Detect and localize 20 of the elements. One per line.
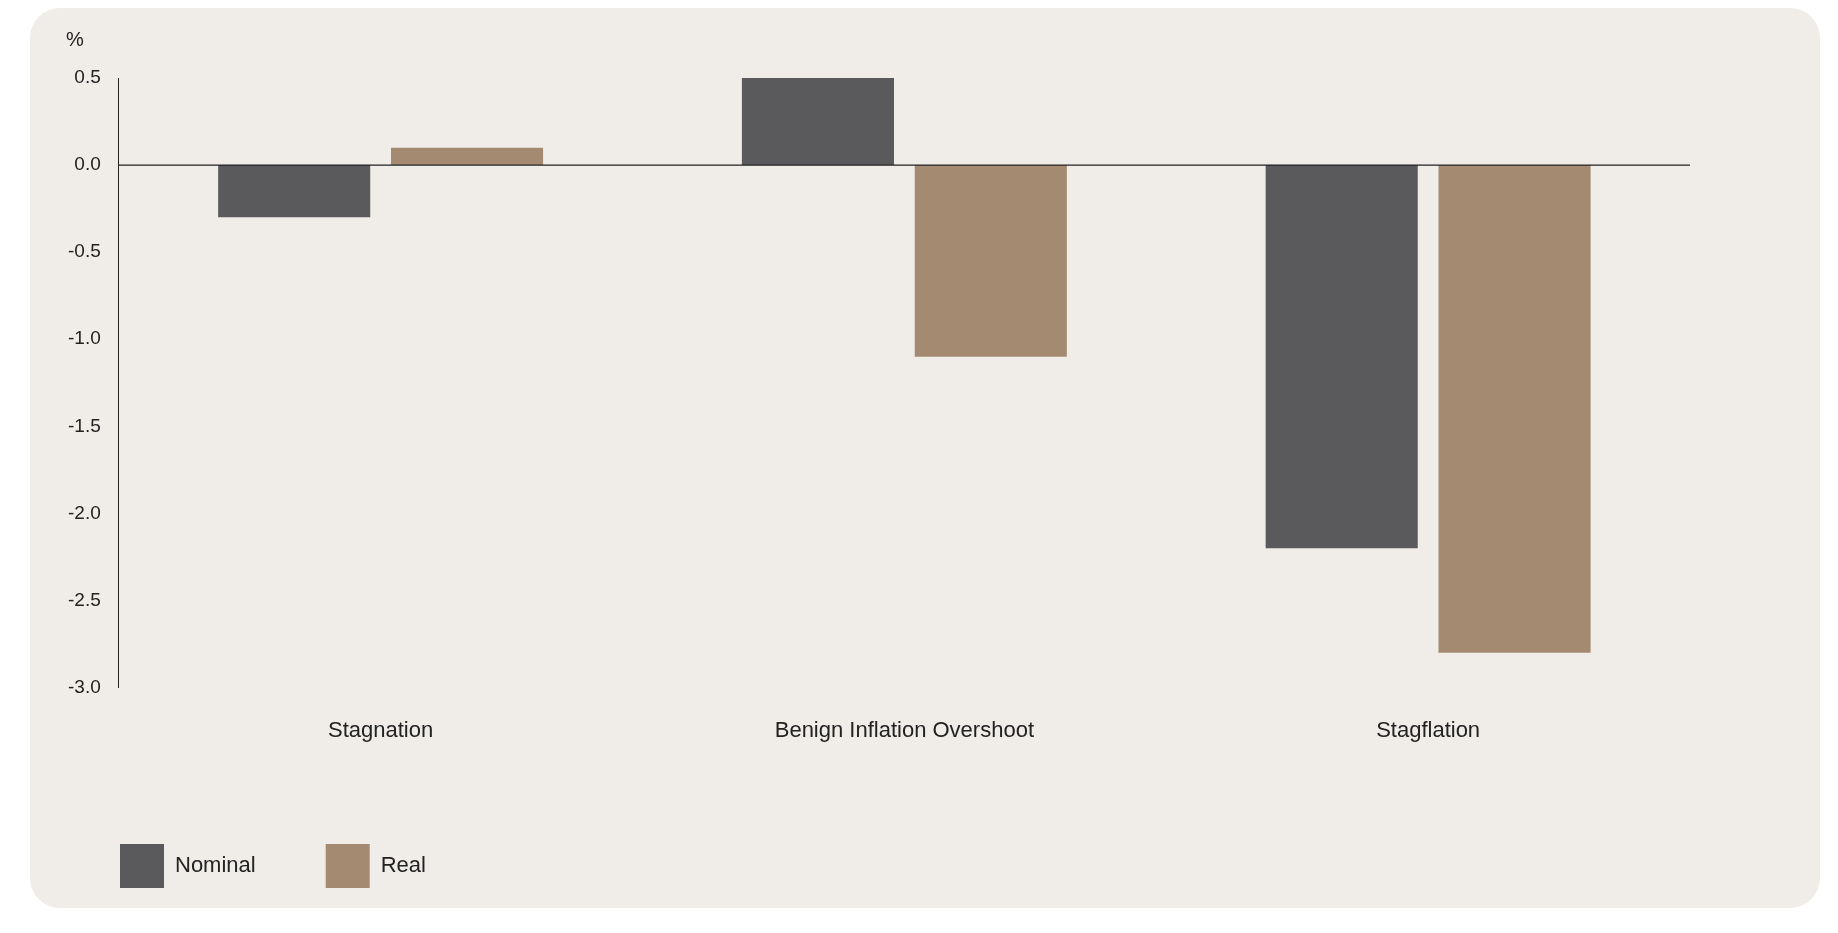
- y-axis-title: %: [66, 27, 85, 50]
- x-tick-label: Stagnation: [328, 716, 434, 742]
- legend-label: Nominal: [175, 852, 256, 878]
- y-tick-label: 0.5: [74, 66, 101, 88]
- y-tick-label: -2.5: [67, 588, 101, 610]
- x-tick-label: Stagflation: [1376, 716, 1481, 742]
- legend-label: Real: [380, 852, 426, 878]
- bar: [914, 165, 1067, 357]
- bar: [1438, 165, 1591, 653]
- bar: [1265, 165, 1418, 549]
- y-tick-label: 0.0: [74, 153, 101, 175]
- y-tick-label: -0.5: [67, 240, 101, 262]
- y-tick-label: -1.0: [67, 327, 101, 349]
- y-tick-label: -2.0: [67, 501, 101, 523]
- bar: [218, 165, 371, 218]
- x-tick-label: Benign Inflation Overshoot: [774, 716, 1035, 742]
- bar: [741, 78, 894, 166]
- y-tick-label: -1.5: [67, 414, 101, 436]
- y-tick-label: -3.0: [67, 675, 101, 697]
- bar: [390, 147, 544, 166]
